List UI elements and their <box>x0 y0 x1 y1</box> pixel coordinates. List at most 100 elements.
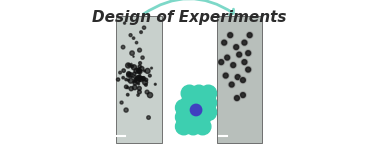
Bar <box>116 16 162 143</box>
Circle shape <box>181 95 198 111</box>
Circle shape <box>230 62 237 68</box>
Circle shape <box>144 70 146 72</box>
Circle shape <box>141 77 142 78</box>
Bar <box>217 16 262 143</box>
Circle shape <box>221 39 228 46</box>
Circle shape <box>130 51 134 55</box>
Circle shape <box>125 78 127 81</box>
Circle shape <box>222 72 229 79</box>
Circle shape <box>191 95 207 111</box>
Circle shape <box>137 94 139 96</box>
Circle shape <box>138 76 142 81</box>
Circle shape <box>246 51 251 55</box>
Circle shape <box>144 78 148 82</box>
Circle shape <box>132 37 135 39</box>
Circle shape <box>246 32 253 38</box>
Circle shape <box>136 68 141 73</box>
Circle shape <box>131 65 133 68</box>
Circle shape <box>235 75 240 80</box>
Circle shape <box>127 93 129 96</box>
Circle shape <box>242 60 247 64</box>
Circle shape <box>247 33 252 38</box>
Circle shape <box>129 87 133 91</box>
Circle shape <box>128 78 133 83</box>
Circle shape <box>131 63 132 64</box>
Circle shape <box>227 32 234 38</box>
Circle shape <box>139 74 141 76</box>
Circle shape <box>240 93 245 97</box>
Circle shape <box>194 99 211 116</box>
Circle shape <box>145 68 150 73</box>
Circle shape <box>136 79 138 81</box>
Circle shape <box>245 66 251 73</box>
Circle shape <box>132 65 136 70</box>
Circle shape <box>139 66 144 71</box>
Circle shape <box>138 69 142 74</box>
Circle shape <box>228 81 235 88</box>
Circle shape <box>223 73 228 78</box>
Circle shape <box>151 67 152 69</box>
Circle shape <box>246 67 251 72</box>
Circle shape <box>175 109 192 125</box>
Circle shape <box>181 85 198 102</box>
Circle shape <box>231 63 235 68</box>
Circle shape <box>233 44 240 50</box>
Circle shape <box>116 78 120 81</box>
Circle shape <box>132 76 133 78</box>
Circle shape <box>185 109 201 125</box>
Circle shape <box>245 50 251 56</box>
Circle shape <box>135 78 140 83</box>
Circle shape <box>185 118 201 135</box>
Circle shape <box>124 85 128 89</box>
Circle shape <box>145 90 149 94</box>
Circle shape <box>122 76 124 79</box>
Circle shape <box>127 79 129 81</box>
Circle shape <box>147 116 150 119</box>
Text: Design of Experiments: Design of Experiments <box>92 10 286 25</box>
Circle shape <box>124 108 128 112</box>
Circle shape <box>139 80 140 82</box>
Circle shape <box>129 73 133 77</box>
Circle shape <box>219 60 224 64</box>
Circle shape <box>125 63 131 68</box>
Circle shape <box>147 92 153 98</box>
Circle shape <box>175 99 192 116</box>
Circle shape <box>229 82 234 87</box>
Circle shape <box>225 55 229 60</box>
Circle shape <box>181 104 198 121</box>
Circle shape <box>200 104 217 121</box>
Circle shape <box>120 101 123 104</box>
Circle shape <box>133 75 136 78</box>
Circle shape <box>240 92 246 98</box>
Circle shape <box>127 86 129 89</box>
Circle shape <box>191 104 202 116</box>
Circle shape <box>191 104 207 121</box>
Circle shape <box>138 83 139 85</box>
Circle shape <box>137 86 141 90</box>
Circle shape <box>143 80 147 85</box>
Circle shape <box>138 76 144 82</box>
Circle shape <box>138 48 141 52</box>
Circle shape <box>128 64 130 66</box>
Circle shape <box>138 90 141 94</box>
Circle shape <box>222 40 226 45</box>
Circle shape <box>132 85 137 90</box>
Circle shape <box>139 72 140 73</box>
Circle shape <box>240 78 245 82</box>
Circle shape <box>154 83 156 85</box>
Circle shape <box>119 71 121 74</box>
Circle shape <box>194 109 211 125</box>
Circle shape <box>144 84 147 86</box>
Circle shape <box>228 33 232 38</box>
Circle shape <box>127 73 131 77</box>
Circle shape <box>194 118 211 135</box>
Circle shape <box>141 56 144 59</box>
Circle shape <box>124 22 125 24</box>
Circle shape <box>135 41 138 44</box>
Circle shape <box>137 76 139 78</box>
Circle shape <box>133 56 134 57</box>
Circle shape <box>234 96 239 100</box>
Circle shape <box>234 95 240 101</box>
Circle shape <box>134 80 136 82</box>
Circle shape <box>127 72 131 76</box>
